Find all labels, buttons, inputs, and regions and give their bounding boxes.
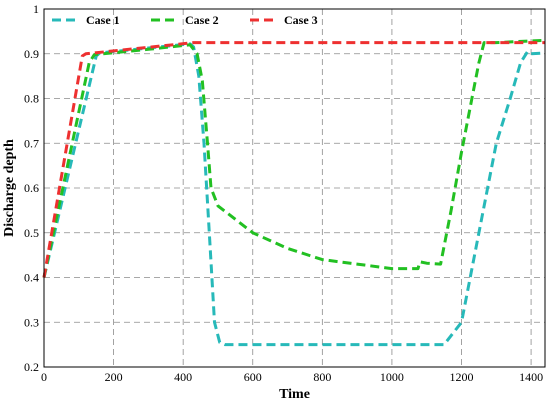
x-tick-label: 1400 [519, 370, 543, 384]
y-tick-label: 0.7 [24, 136, 39, 150]
series-line-case-1 [42, 42, 546, 347]
x-tick-label: 400 [174, 370, 192, 384]
x-tick-label: 800 [313, 370, 331, 384]
x-tick-label: 200 [105, 370, 123, 384]
x-tick-label: 0 [41, 370, 47, 384]
series-line-case-3 [42, 41, 545, 278]
y-tick-label: 0.5 [24, 226, 39, 240]
y-tick-label: 0.6 [24, 181, 39, 195]
y-tick-label: 0.9 [24, 47, 39, 61]
tick-labels: 0 200 400 600 800 1000 1200 1400 0.2 0.3 0.4 0.5 0.6… [24, 2, 543, 384]
x-tick-label: 1000 [380, 370, 404, 384]
y-tick-label: 0.2 [24, 360, 39, 374]
x-tick-label: 1200 [450, 370, 474, 384]
legend: Case 1 Case 2 Case 3 [52, 13, 318, 27]
y-axis-label: Discharge depth [2, 139, 17, 237]
legend-label-case-1: Case 1 [86, 13, 120, 27]
series-line-case-2 [42, 38, 546, 278]
plot-frame [43, 8, 546, 368]
legend-label-case-3: Case 3 [284, 13, 318, 27]
y-tick-label: 0.4 [24, 271, 39, 285]
y-tick-label: 1 [33, 2, 39, 16]
x-tick-label: 600 [244, 370, 262, 384]
legend-label-case-2: Case 2 [185, 13, 219, 27]
grid-lines [44, 9, 545, 367]
series-lines [42, 38, 546, 347]
x-axis-label: Time [279, 387, 310, 402]
y-tick-label: 0.3 [24, 315, 39, 329]
y-tick-label: 0.8 [24, 92, 39, 106]
